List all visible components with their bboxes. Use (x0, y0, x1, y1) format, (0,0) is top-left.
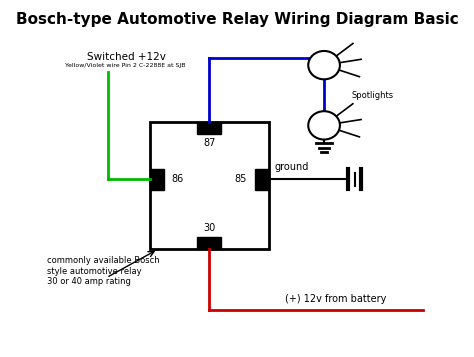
Text: commonly available Bosch
style automotive relay
30 or 40 amp rating: commonly available Bosch style automotiv… (47, 256, 160, 286)
Text: Bosch-type Automotive Relay Wiring Diagram Basic: Bosch-type Automotive Relay Wiring Diagr… (16, 12, 458, 27)
Text: 86: 86 (172, 174, 184, 184)
Text: Switched +12v: Switched +12v (87, 52, 165, 62)
Circle shape (308, 51, 340, 79)
Text: Yellow/Violet wire Pin 2 C-2288E at SJB: Yellow/Violet wire Pin 2 C-2288E at SJB (65, 64, 185, 69)
Circle shape (308, 111, 340, 140)
Text: 87: 87 (203, 138, 216, 148)
Text: 85: 85 (235, 174, 247, 184)
Bar (197, 237, 221, 249)
Bar (150, 122, 269, 249)
Text: 30: 30 (203, 223, 215, 233)
Bar (255, 169, 269, 190)
Text: (+) 12v from battery: (+) 12v from battery (285, 294, 387, 304)
Bar (197, 122, 221, 134)
Text: ground: ground (274, 162, 309, 172)
Bar (150, 169, 164, 190)
Text: Spotlights: Spotlights (352, 91, 394, 100)
